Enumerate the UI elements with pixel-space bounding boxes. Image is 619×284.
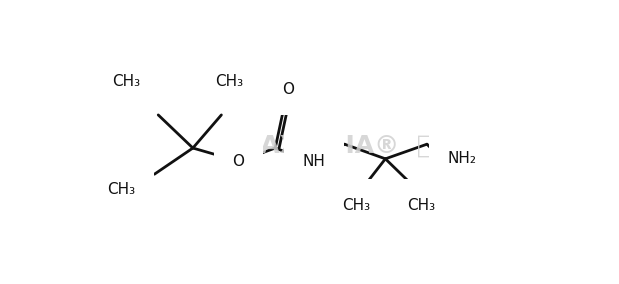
Text: CH₃: CH₃ <box>215 74 243 89</box>
Text: O: O <box>282 82 295 97</box>
Text: NH₂: NH₂ <box>447 151 476 166</box>
Text: CH₃: CH₃ <box>342 197 370 212</box>
Text: HUAXUEJIA®  化学加: HUAXUEJIA® 化学加 <box>220 134 462 158</box>
Text: O: O <box>232 154 245 169</box>
Text: NH: NH <box>302 154 325 169</box>
Text: CH₃: CH₃ <box>407 197 436 212</box>
Text: CH₃: CH₃ <box>107 182 136 197</box>
Text: CH₃: CH₃ <box>113 74 141 89</box>
